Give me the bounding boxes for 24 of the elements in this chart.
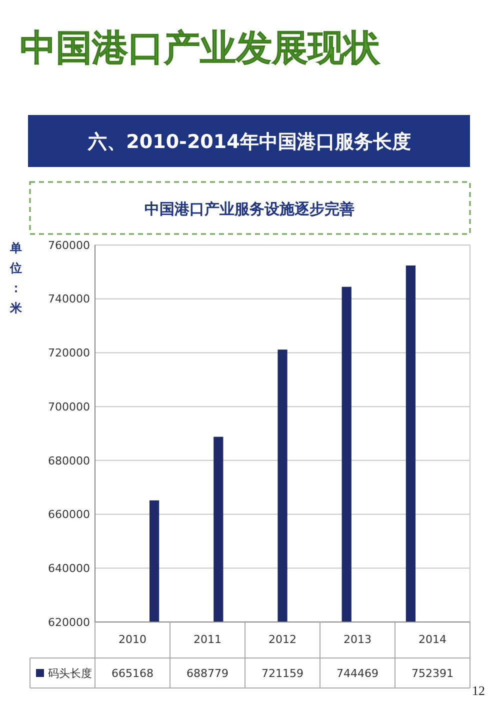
text: 中国港口产业服务设施逐步完善 bbox=[144, 200, 354, 218]
x-tick-label: 2013 bbox=[344, 633, 372, 646]
chart-subtitle: 六、2010-2014年中国港口服务长度 bbox=[87, 131, 411, 153]
y-tick-label: 640000 bbox=[48, 562, 90, 575]
y-axis-title: 单位：米 bbox=[9, 241, 23, 315]
y-tick-label: 720000 bbox=[48, 346, 90, 360]
y-tick-label: 620000 bbox=[48, 616, 90, 629]
chart-title: 中国港口产业发展现状 bbox=[20, 28, 381, 69]
y-tick-label: 700000 bbox=[48, 400, 90, 414]
y-tick-label: 680000 bbox=[48, 454, 90, 468]
data-label: 744469 bbox=[336, 666, 378, 680]
x-tick-label: 2010 bbox=[118, 633, 146, 646]
x-tick-label: 2012 bbox=[268, 633, 296, 646]
y-tick-label: 660000 bbox=[48, 508, 90, 522]
data-label: 688779 bbox=[186, 666, 228, 680]
y-tick-label: 740000 bbox=[48, 292, 90, 306]
legend-label: 码头长度 bbox=[48, 666, 92, 680]
y-tick-label: 760000 bbox=[48, 238, 90, 252]
data-label: 665168 bbox=[112, 666, 154, 680]
data-label: 752391 bbox=[412, 666, 454, 680]
x-tick-label: 2014 bbox=[418, 633, 446, 646]
x-tick-label: 2011 bbox=[194, 633, 222, 646]
data-label: 721159 bbox=[262, 666, 304, 680]
text: 12 bbox=[472, 683, 485, 698]
